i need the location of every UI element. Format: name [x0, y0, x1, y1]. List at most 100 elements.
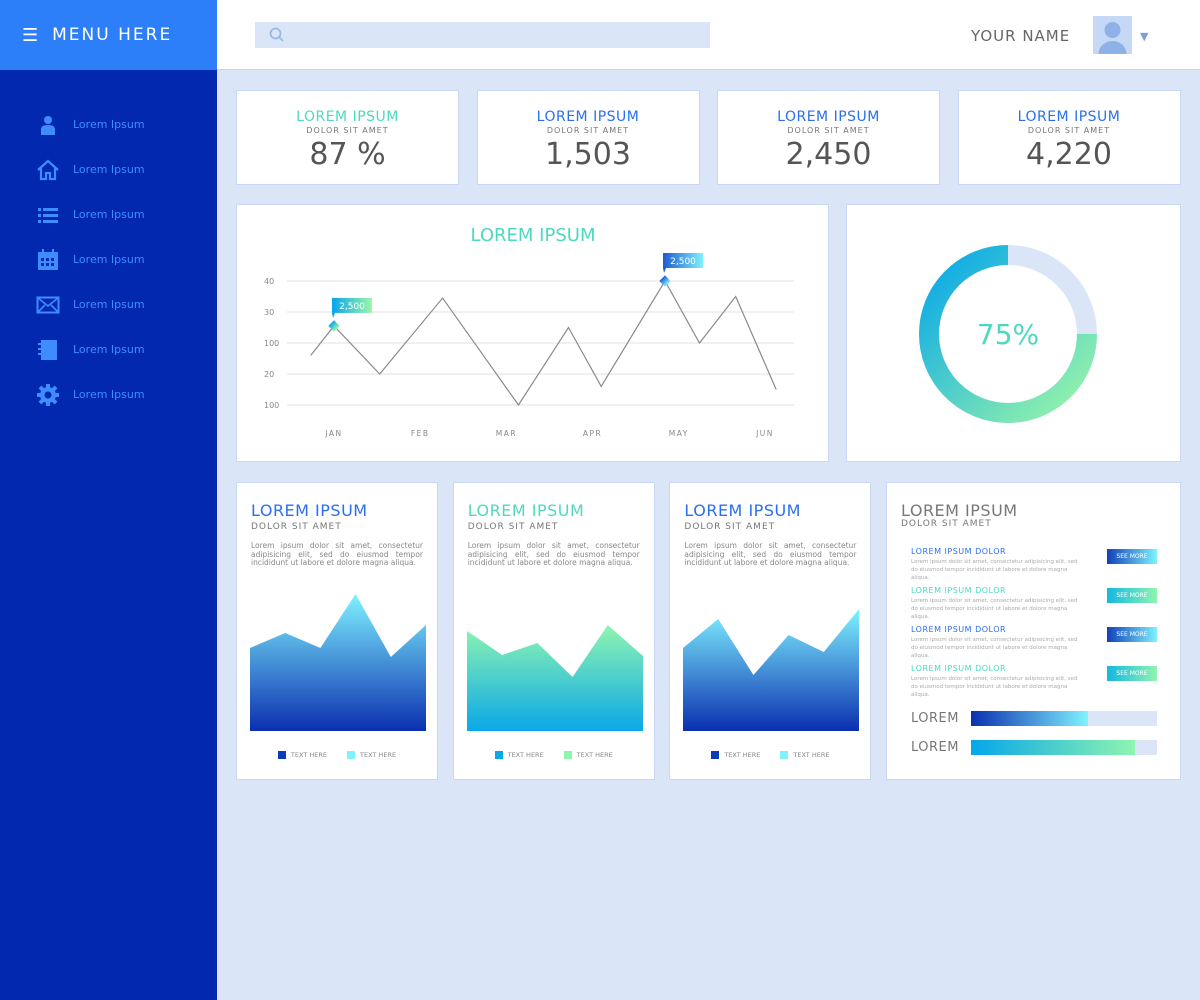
- avatar[interactable]: [1093, 16, 1132, 54]
- progress-bar: [971, 740, 1157, 755]
- area-series: [683, 609, 860, 731]
- area-chart: [683, 609, 860, 731]
- x-tick-label: JAN: [324, 429, 342, 438]
- x-tick-label: MAY: [669, 429, 689, 438]
- progress-fill: [971, 740, 1135, 755]
- notebook-icon: [36, 338, 60, 362]
- sidebar-item-label: Lorem Ipsum: [73, 298, 145, 311]
- card-subtitle: DOLOR SIT AMET: [684, 522, 776, 532]
- legend-label: TEXT HERE: [290, 751, 327, 759]
- sidebar-item-label: Lorem Ipsum: [73, 208, 145, 221]
- card-description: Lorem ipsum dolor sit amet, consectetur …: [467, 541, 640, 568]
- chart-legend: TEXT HERE TEXT HERE: [670, 751, 870, 759]
- y-tick-label: 30: [264, 308, 274, 317]
- y-tick-label: 100: [264, 339, 279, 348]
- legend-item: TEXT HERE: [347, 751, 396, 759]
- legend-swatch: [347, 751, 355, 759]
- sidebar-item-4[interactable]: Lorem Ipsum: [0, 282, 217, 327]
- mail-icon: [36, 293, 60, 317]
- stat-value: 4,220: [1026, 137, 1112, 172]
- list-card-subtitle: DOLOR SIT AMET: [901, 519, 992, 529]
- legend-item: TEXT HERE: [277, 751, 327, 759]
- area-chart: [250, 594, 426, 731]
- stat-card: LOREM IPSUM DOLOR SIT AMET 2,450: [717, 90, 940, 185]
- legend-swatch: [563, 751, 572, 759]
- stat-card: LOREM IPSUM DOLOR SIT AMET 1,503: [476, 90, 700, 185]
- y-tick-label: 40: [264, 277, 274, 286]
- chart-title: LOREM IPSUM: [471, 225, 596, 246]
- see-more-button[interactable]: SEE MORE: [1107, 549, 1157, 564]
- list-item-title: LOREM IPSUM DOLOR: [911, 586, 1007, 595]
- legend-label: TEXT HERE: [507, 751, 544, 759]
- sidebar-item-label: Lorem Ipsum: [73, 163, 145, 176]
- list-icon: [36, 203, 60, 227]
- sidebar-item-1[interactable]: Lorem Ipsum: [0, 147, 217, 192]
- card-description: Lorem ipsum dolor sit amet, consectetur …: [684, 541, 857, 568]
- stat-value: 1,503: [545, 137, 631, 172]
- search-input[interactable]: [255, 22, 710, 48]
- card-title: LOREM IPSUM: [251, 501, 368, 520]
- hamburger-icon[interactable]: ☰: [22, 24, 41, 46]
- stat-title: LOREM IPSUM: [777, 109, 880, 125]
- list-item: LOREM IPSUM DOLOR Lorem ipsum dolor sit …: [911, 664, 1157, 699]
- donut-label: 75%: [977, 318, 1039, 351]
- line-chart-card: LOREM IPSUM 100 20 100 30 40 JAN FEB MAR APR MAY JU…: [236, 204, 829, 462]
- card-title: LOREM IPSUM: [467, 501, 585, 520]
- top-bar: YOUR NAME ▼: [217, 0, 1200, 70]
- legend-swatch: [711, 751, 720, 759]
- list-item-text: Lorem ipsum dolor sit amet, consectetur …: [911, 637, 1078, 659]
- see-more-button[interactable]: SEE MORE: [1107, 666, 1157, 681]
- see-more-button[interactable]: SEE MORE: [1107, 588, 1157, 603]
- donut-chart-card: 75%: [846, 204, 1181, 462]
- progress-bar: [971, 711, 1157, 726]
- sidebar-item-0[interactable]: Lorem Ipsum: [0, 102, 217, 147]
- legend-item: TEXT HERE: [494, 751, 544, 759]
- sidebar-item-2[interactable]: Lorem Ipsum: [0, 192, 217, 237]
- legend-label: TEXT HERE: [724, 751, 761, 759]
- see-more-button[interactable]: SEE MORE: [1107, 627, 1157, 642]
- donut-chart: 75%: [919, 245, 1097, 423]
- list-item-text: Lorem ipsum dolor sit amet, consectetur …: [911, 598, 1078, 620]
- sidebar-item-6[interactable]: Lorem Ipsum: [0, 372, 217, 417]
- x-tick-label: MAR: [496, 429, 517, 438]
- tooltip-label: 2,500: [670, 257, 696, 267]
- y-tick-label: 100: [264, 401, 279, 410]
- highlight-marker: [328, 320, 340, 332]
- stat-subtitle: DOLOR SIT AMET: [1027, 126, 1111, 135]
- area-chart: [466, 625, 643, 731]
- value-tooltip: [663, 253, 704, 268]
- tooltip-label: 2,500: [339, 302, 365, 312]
- stat-subtitle: DOLOR SIT AMET: [306, 126, 389, 135]
- progress-row: LOREM: [911, 740, 1157, 755]
- sidebar-item-label: Lorem Ipsum: [73, 388, 145, 401]
- list-item: LOREM IPSUM DOLOR Lorem ipsum dolor sit …: [911, 547, 1157, 582]
- list-item-title: LOREM IPSUM DOLOR: [911, 547, 1007, 556]
- tooltip-pointer: [332, 312, 335, 318]
- list-item-text: Lorem ipsum dolor sit amet, consectetur …: [911, 559, 1078, 581]
- card-description: Lorem ipsum dolor sit amet, consectetur …: [251, 541, 423, 568]
- donut-arc: [919, 245, 1097, 423]
- menu-header[interactable]: ☰ MENU HERE: [0, 0, 217, 70]
- user-name[interactable]: YOUR NAME: [971, 27, 1071, 45]
- legend-label: TEXT HERE: [360, 751, 397, 759]
- sidebar-item-label: Lorem Ipsum: [73, 118, 145, 131]
- progress-fill: [971, 711, 1089, 726]
- sidebar-item-label: Lorem Ipsum: [73, 343, 145, 356]
- stat-value: 87 %: [309, 137, 386, 172]
- line-series: [310, 279, 777, 407]
- card-subtitle: DOLOR SIT AMET: [251, 522, 342, 532]
- sidebar-item-label: Lorem Ipsum: [73, 253, 145, 266]
- stat-title: LOREM IPSUM: [296, 109, 399, 125]
- card-subtitle: DOLOR SIT AMET: [467, 522, 559, 532]
- sidebar-item-3[interactable]: Lorem Ipsum: [0, 237, 217, 282]
- x-tick-label: APR: [583, 429, 602, 438]
- legend-item: TEXT HERE: [563, 751, 613, 759]
- area-chart-card: LOREM IPSUM DOLOR SIT AMET Lorem ipsum d…: [452, 482, 655, 780]
- legend-swatch: [494, 751, 503, 759]
- area-chart-card: LOREM IPSUM DOLOR SIT AMET Lorem ipsum d…: [669, 482, 872, 780]
- stat-subtitle: DOLOR SIT AMET: [787, 126, 870, 135]
- sidebar-nav: Lorem Ipsum Lorem Ipsum Lorem Ipsum Lorem I…: [0, 102, 217, 417]
- sidebar-item-5[interactable]: Lorem Ipsum: [0, 327, 217, 372]
- chevron-down-icon[interactable]: ▼: [1140, 30, 1149, 43]
- list-item-text: Lorem ipsum dolor sit amet, consectetur …: [911, 676, 1078, 698]
